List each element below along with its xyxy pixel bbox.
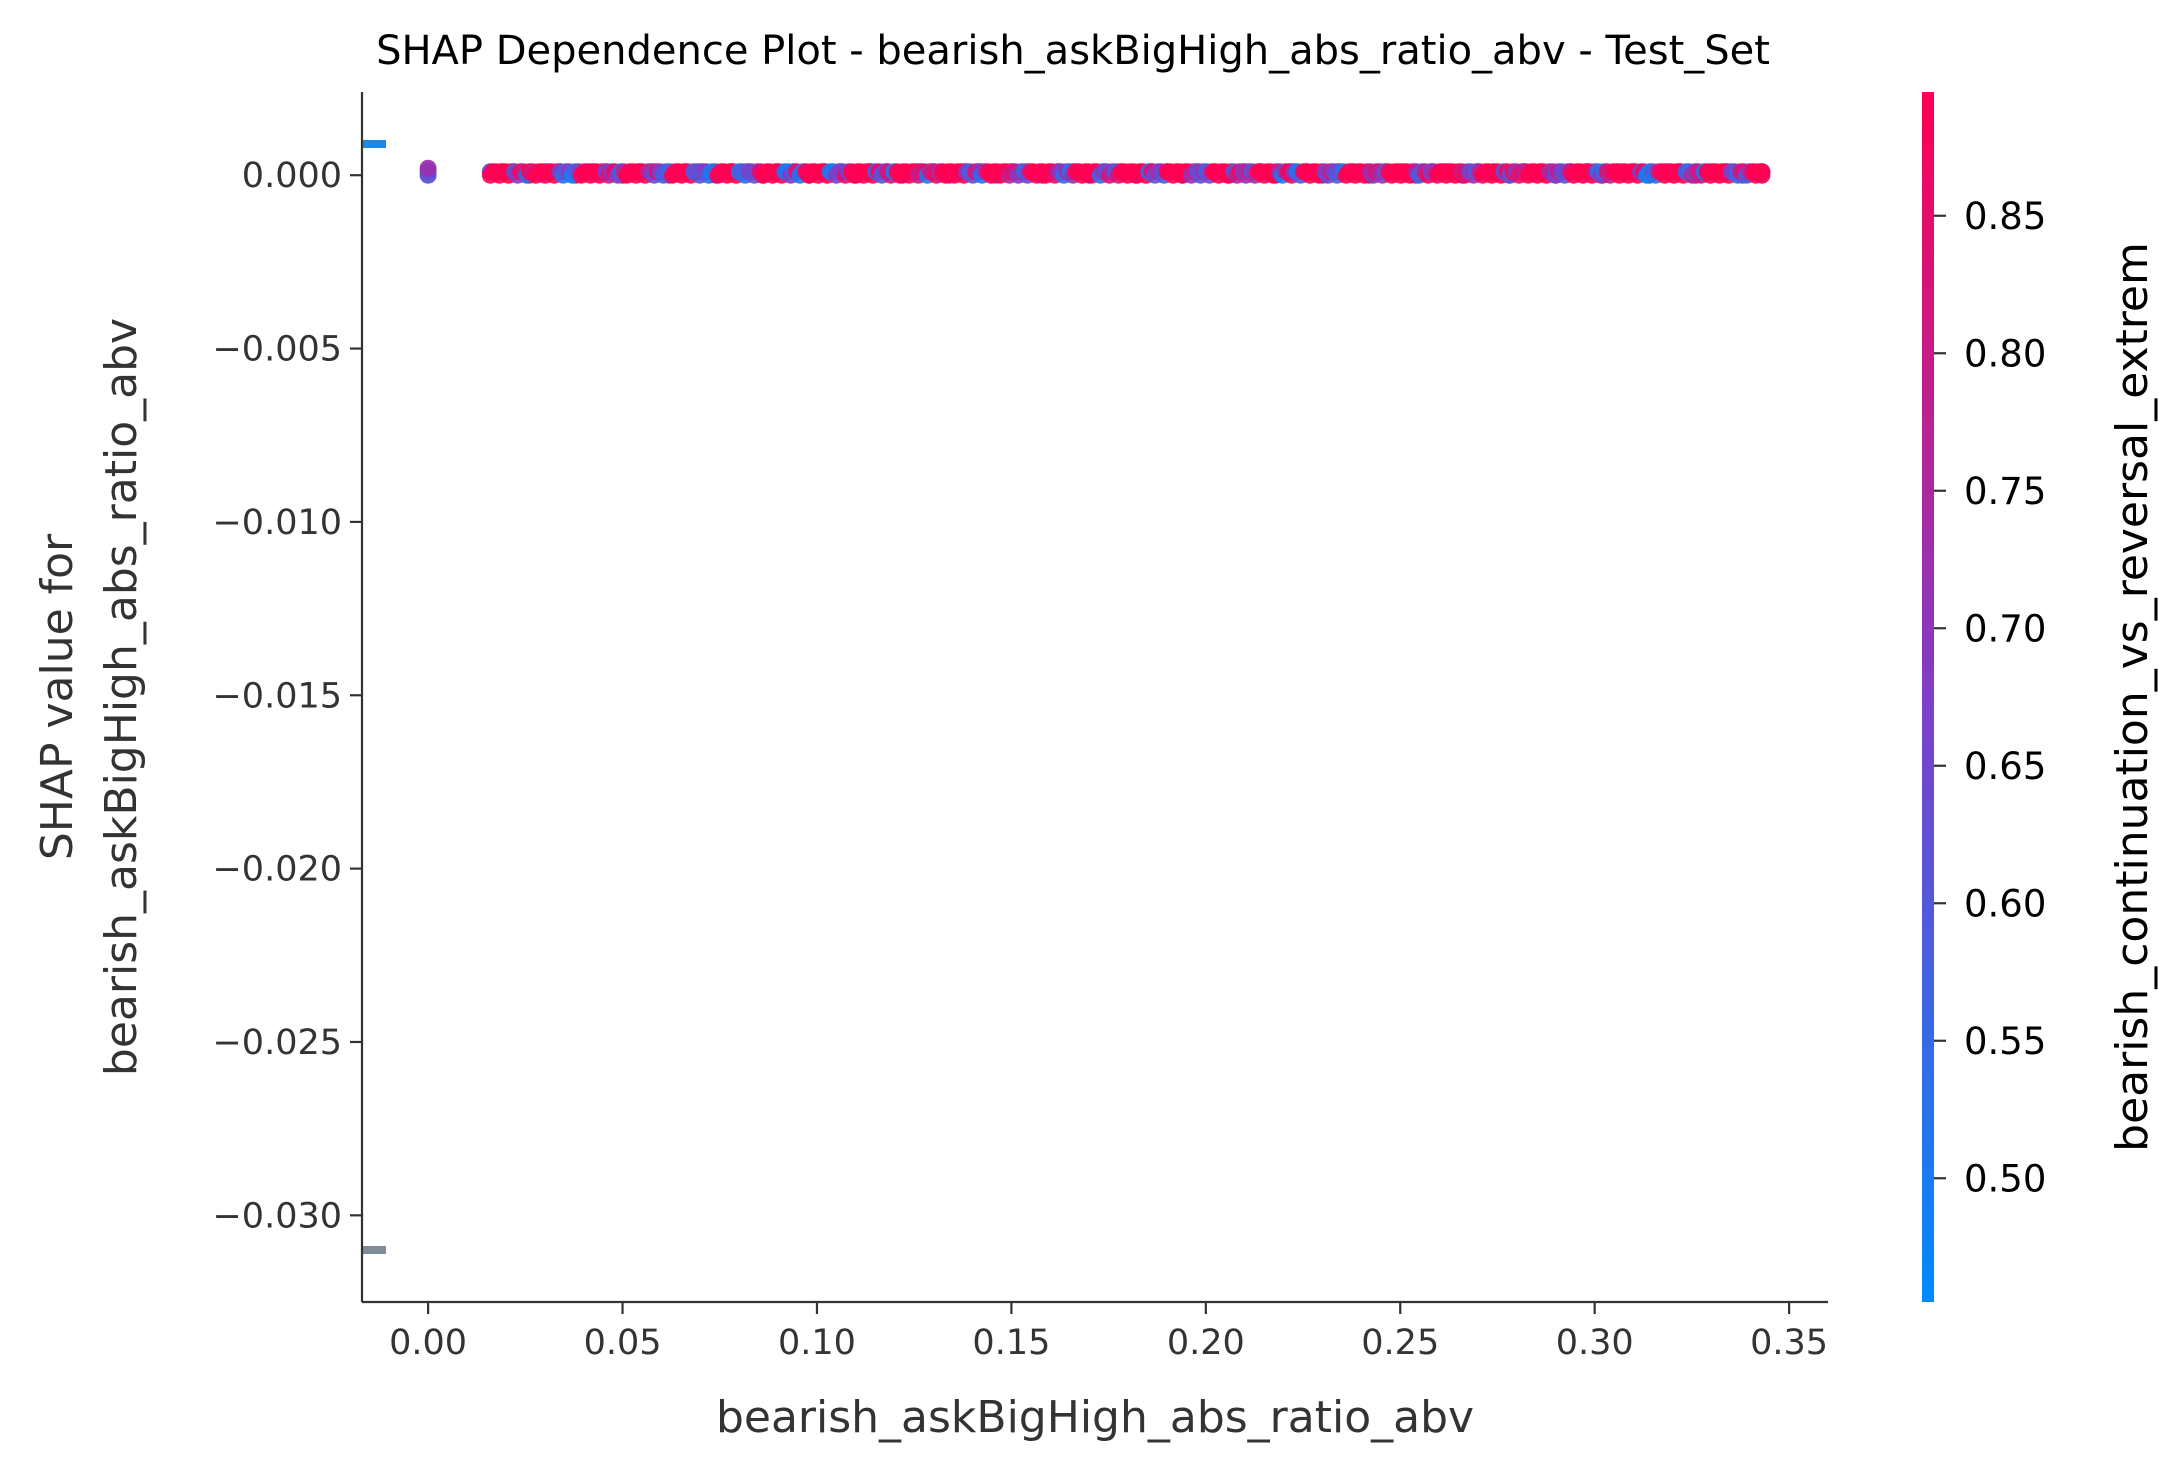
nan-marker (362, 140, 386, 149)
y-tick-label: 0.000 (242, 156, 342, 196)
colorbar-tick-label: 0.75 (1964, 470, 2046, 513)
colorbar-ticks: 0.50 0.55 0.60 0.65 0.70 0.75 0.80 0.85 (1934, 195, 2046, 1200)
x-axis-label: bearish_askBigHigh_abs_ratio_abv (716, 1392, 1474, 1443)
plot-area (362, 140, 1771, 1254)
y-tick-label: −0.015 (212, 676, 342, 716)
y-tick-label: −0.005 (212, 330, 342, 370)
y-tick-label: −0.020 (212, 850, 342, 890)
x-tick-label: 0.30 (1556, 1323, 1634, 1363)
colorbar-tick-label: 0.50 (1964, 1157, 2046, 1200)
scatter-point (1753, 163, 1771, 181)
colorbar-label: bearish_continuation_vs_reversal_extrem (2107, 242, 2158, 1152)
x-tick-label: 0.15 (972, 1323, 1050, 1363)
scatter-point (419, 159, 437, 177)
colorbar-tick-label: 0.80 (1964, 332, 2046, 375)
y-axis-label-line-1: SHAP value for (32, 533, 83, 860)
y-tick-label: −0.025 (212, 1023, 342, 1063)
x-tick-label: 0.20 (1167, 1323, 1245, 1363)
x-tick-label: 0.10 (778, 1323, 856, 1363)
y-axis-label-line-2: bearish_askBigHigh_abs_ratio_abv (96, 318, 147, 1076)
chart-title: SHAP Dependence Plot - bearish_askBigHig… (376, 28, 1770, 74)
colorbar-tick-label: 0.60 (1964, 882, 2046, 925)
colorbar-tick-label: 0.70 (1964, 607, 2046, 650)
y-tick-label: −0.030 (212, 1196, 342, 1236)
colorbar-tick-label: 0.65 (1964, 745, 2046, 788)
y-tick-label: −0.010 (212, 503, 342, 543)
x-tick-label: 0.05 (584, 1323, 662, 1363)
x-tick-label: 0.00 (389, 1323, 467, 1363)
x-axis-ticks: 0.00 0.05 0.10 0.15 0.20 0.25 0.30 0.35 (389, 1302, 1828, 1363)
nan-marker (362, 1245, 386, 1254)
x-tick-label: 0.35 (1750, 1323, 1828, 1363)
x-tick-label: 0.25 (1361, 1323, 1439, 1363)
colorbar-tick-label: 0.85 (1964, 195, 2046, 238)
colorbar-tick-label: 0.55 (1964, 1020, 2046, 1063)
y-axis-ticks: 0.000 −0.005 −0.010 −0.015 −0.020 −0.025 −0.03… (212, 156, 362, 1236)
colorbar (1922, 92, 1934, 1302)
